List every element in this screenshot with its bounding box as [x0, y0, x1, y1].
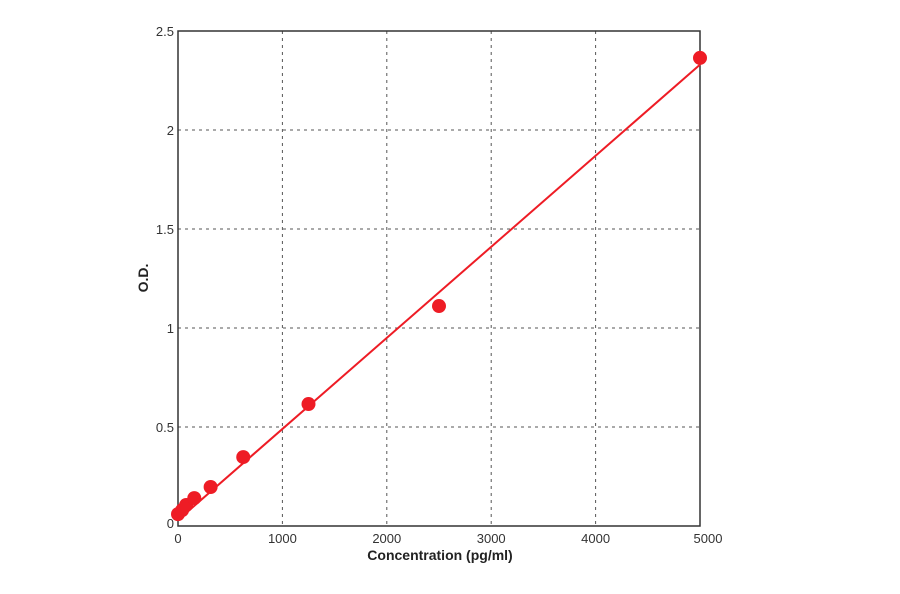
x-tick-label: 5000 [694, 531, 723, 546]
y-tick-label: 1.5 [156, 222, 174, 237]
x-tick-label: 3000 [477, 531, 506, 546]
data-point [203, 479, 218, 494]
data-point [301, 397, 316, 412]
y-tick-label: 2.5 [156, 24, 174, 39]
x-tick-label: 0 [174, 531, 181, 546]
y-axis-ticks: 0 0.5 1 1.5 2 2.5 [156, 24, 174, 531]
y-tick-label: 0.5 [156, 420, 174, 435]
x-axis-label: Concentration (pg/ml) [367, 547, 512, 563]
x-axis-ticks: 0 1000 2000 3000 4000 5000 [174, 531, 722, 546]
data-point [187, 491, 202, 506]
fit-line [177, 63, 701, 521]
x-tick-label: 4000 [581, 531, 610, 546]
data-series [171, 50, 707, 522]
y-tick-label: 0 [167, 516, 174, 531]
data-point [693, 50, 707, 65]
grid-lines [178, 31, 700, 526]
data-point [236, 450, 251, 465]
x-tick-label: 1000 [268, 531, 297, 546]
data-point [432, 299, 446, 314]
plot-frame [177, 30, 701, 527]
y-tick-label: 1 [167, 321, 174, 336]
y-tick-label: 2 [167, 123, 174, 138]
y-axis-label: O.D. [135, 264, 151, 293]
x-tick-label: 2000 [372, 531, 401, 546]
